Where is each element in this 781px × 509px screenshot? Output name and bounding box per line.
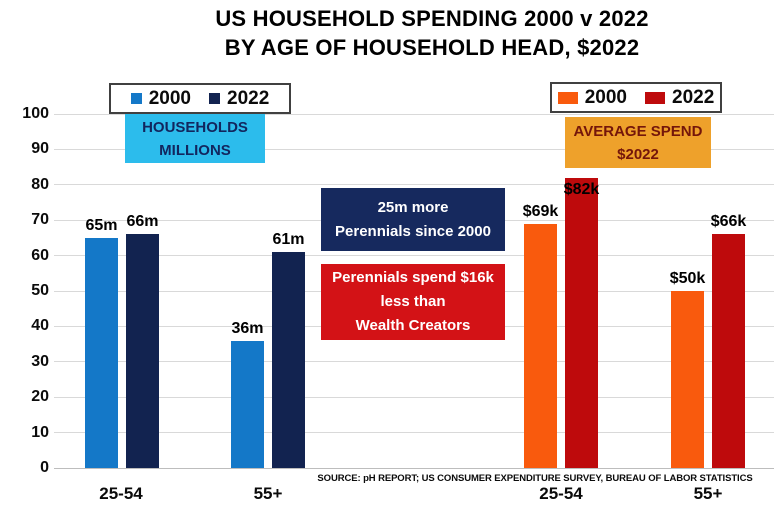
legend-households: 2000 2022: [109, 83, 291, 114]
legend-average-spend: 2000 2022: [550, 82, 722, 113]
legend-item-2022: 2022: [645, 87, 714, 109]
gridline-30: [54, 361, 774, 363]
y-tick-label-0: 0: [40, 459, 49, 476]
gridline-0: [54, 467, 774, 469]
annotation-line: Perennials spend $16k: [332, 269, 494, 286]
average-spend-label-box: AVERAGE SPEND $2022: [565, 117, 711, 168]
x-category-label: 25-54: [539, 484, 583, 503]
bar-value-label: 66m: [126, 213, 159, 231]
annotation-perennials-spend: Perennials spend $16k less than Wealth Cre…: [321, 264, 505, 340]
bar-households-55+-2022: [272, 252, 305, 468]
gridline-90: [54, 148, 774, 150]
legend-item-2000: 2000: [557, 86, 627, 109]
legend-label: 2022: [672, 86, 715, 108]
households-label-line1: HOUSEHOLDS: [142, 118, 248, 136]
annotation-line: Wealth Creators: [355, 317, 471, 334]
gridline-10: [54, 432, 774, 434]
y-tick-label-100: 100: [22, 105, 49, 122]
bar-value-label: $50k: [669, 270, 706, 287]
bar-average-spend-55+-2000: [671, 291, 704, 468]
y-tick-label-70: 70: [31, 211, 49, 229]
annotation-line: less than: [380, 293, 446, 310]
legend-label: 2000: [148, 87, 191, 109]
legend-label: 2000: [584, 86, 627, 108]
legend-item-2000: 2000: [130, 87, 191, 110]
bar-value-label: 36m: [231, 319, 264, 337]
households-label-box: HOUSEHOLDS MILLIONS: [125, 114, 265, 163]
annotation-perennials-growth: 25m more Perennials since 2000: [321, 188, 505, 251]
gridline-100: [54, 113, 774, 115]
bar-average-spend-25-54-2000: [524, 223, 557, 468]
y-tick-label-20: 20: [31, 388, 49, 406]
bar-value-label: $82k: [563, 180, 600, 198]
gridline-20: [54, 396, 774, 398]
y-tick-label-40: 40: [31, 317, 49, 335]
legend-label: 2022: [227, 87, 270, 109]
x-category-label: 25-54: [99, 484, 143, 503]
average-spend-label-line2: $2022: [617, 145, 659, 163]
y-tick-label-60: 60: [31, 246, 49, 264]
y-tick-label-90: 90: [31, 140, 49, 158]
chart-title-line1: US HOUSEHOLD SPENDING 2000 v 2022: [215, 6, 649, 31]
legend-swatch-icon: [130, 93, 142, 104]
gridline-60: [54, 255, 774, 257]
x-category-label: 55+: [253, 484, 283, 503]
x-category-label: 55+: [693, 484, 723, 503]
average-spend-label-line1: AVERAGE SPEND: [573, 122, 703, 140]
bar-value-label: $69k: [522, 202, 559, 220]
gridline-80: [54, 184, 774, 186]
annotation-line: Perennials since 2000: [335, 222, 491, 240]
y-tick-label-50: 50: [31, 282, 49, 299]
bar-households-25-54-2022: [126, 234, 159, 468]
source-note: SOURCE: pH REPORT; US CONSUMER EXPENDITU…: [317, 473, 753, 484]
bar-average-spend-25-54-2022: [565, 177, 598, 468]
households-label-line2: MILLIONS: [159, 141, 231, 159]
bar-value-label: 61m: [272, 231, 305, 249]
bar-value-label: $66k: [710, 213, 747, 231]
bar-value-label: 65m: [85, 216, 118, 234]
legend-swatch-icon: [209, 93, 220, 104]
annotation-line: 25m more: [377, 198, 449, 216]
chart-title-line2: BY AGE OF HOUSEHOLD HEAD, $2022: [224, 35, 640, 60]
bar-households-25-54-2000: [85, 237, 118, 468]
legend-swatch-icon: [645, 91, 665, 104]
bar-households-55+-2000: [231, 340, 264, 468]
legend-item-2022: 2022: [209, 88, 269, 110]
y-tick-label-80: 80: [31, 175, 49, 193]
y-tick-label-10: 10: [31, 423, 49, 441]
legend-swatch-icon: [557, 91, 578, 104]
bar-average-spend-55+-2022: [712, 234, 745, 468]
y-tick-label-30: 30: [31, 352, 49, 370]
